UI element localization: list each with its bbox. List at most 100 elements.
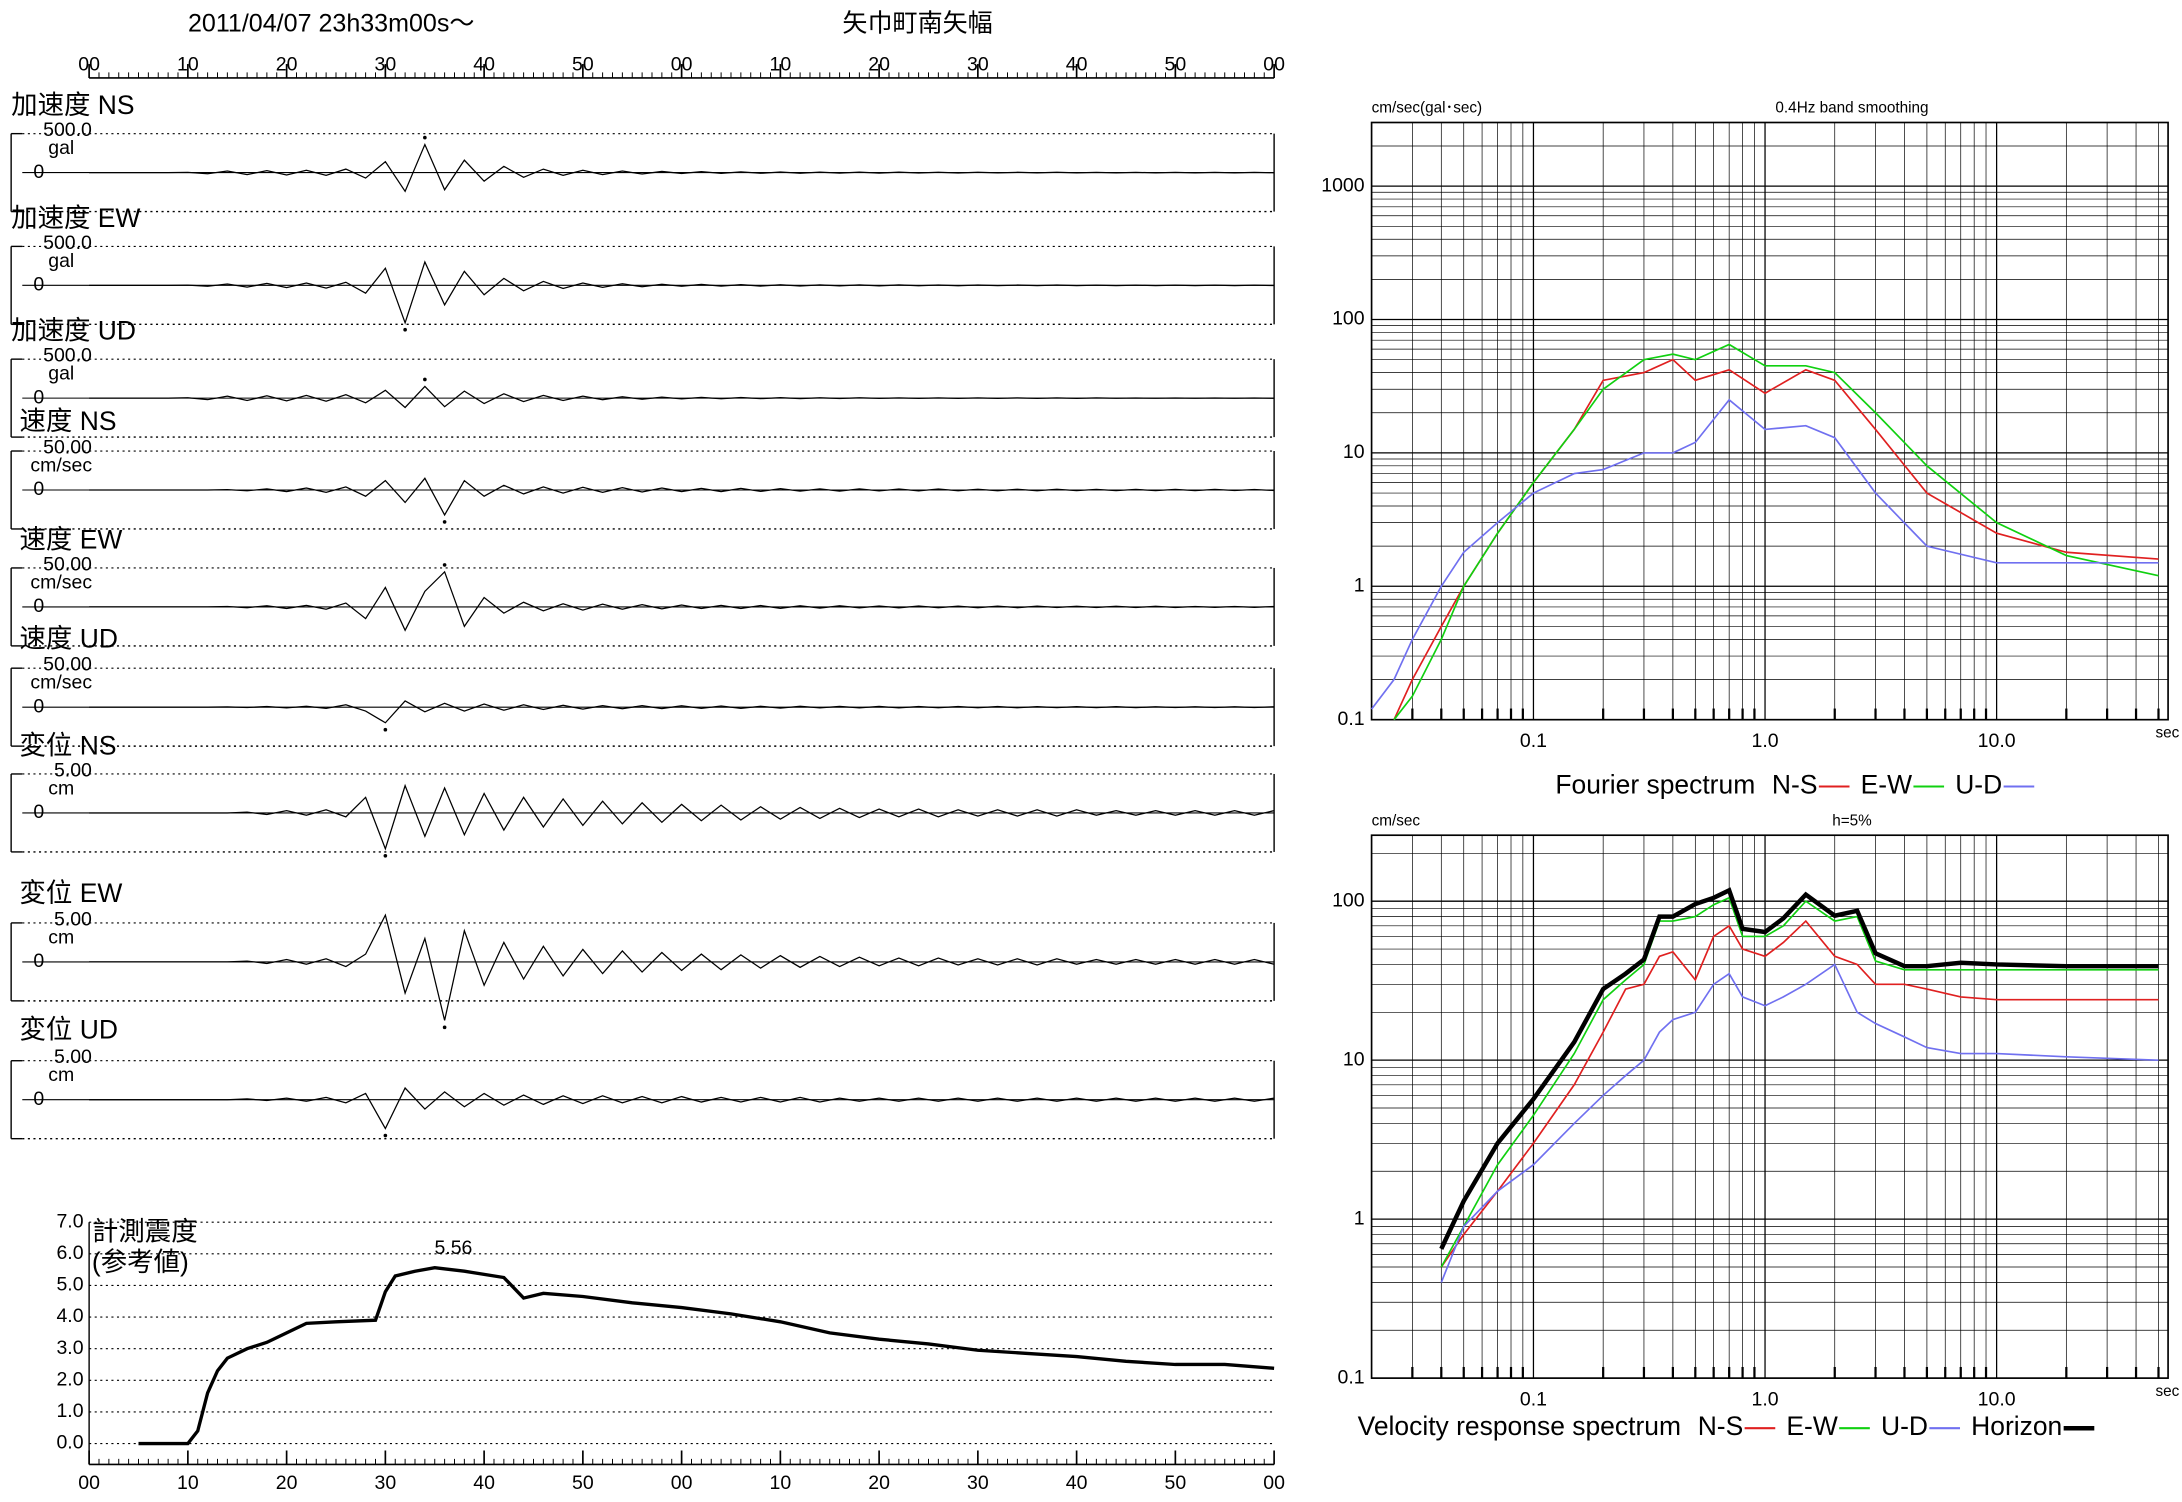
y-tick-label: 50.00 bbox=[43, 436, 92, 458]
waveform bbox=[89, 700, 1275, 724]
spectrum-line bbox=[1439, 887, 2159, 1250]
y-tick-label: 6.0 bbox=[56, 1242, 83, 1264]
y-tick-label: 5.00 bbox=[54, 759, 92, 781]
y-tick-label: 500.0 bbox=[43, 119, 92, 141]
y-tick-label: 50.00 bbox=[43, 553, 92, 575]
spectrum-line bbox=[1393, 343, 2159, 721]
x-tick-label: 20 bbox=[276, 54, 298, 76]
y-tick-label: 100 bbox=[1332, 308, 1365, 330]
y-tick-label: 0 bbox=[33, 595, 44, 617]
legend-label: E-W bbox=[1861, 769, 1912, 799]
x-tick-label: 00 bbox=[78, 1472, 100, 1494]
y-tick-label: 0 bbox=[33, 695, 44, 717]
spectrum-line bbox=[1440, 963, 2159, 1283]
y-tick-label: 0 bbox=[33, 950, 44, 972]
legend-label: E-W bbox=[1786, 1411, 1837, 1441]
waveform bbox=[89, 477, 1275, 517]
x-tick-label: 30 bbox=[967, 1472, 989, 1494]
peak-dot bbox=[383, 1133, 388, 1138]
y-tick-label: 0 bbox=[33, 274, 44, 296]
x-tick-label: 00 bbox=[1263, 54, 1285, 76]
y-tick-label: 100 bbox=[1332, 889, 1365, 911]
x-tick-label: 30 bbox=[967, 54, 989, 76]
peak-dot bbox=[442, 563, 447, 567]
legend-label: U-D bbox=[1881, 1411, 1928, 1441]
unit-label: cm bbox=[48, 777, 74, 799]
chart-title: 計測震度 bbox=[92, 1216, 198, 1246]
x-tick-label: 50 bbox=[572, 54, 594, 76]
peak-dot bbox=[423, 377, 427, 382]
peak-dot bbox=[383, 727, 388, 732]
y-tick-label: 4.0 bbox=[56, 1305, 83, 1327]
x-tick-label: 50 bbox=[1165, 54, 1187, 76]
panel-title: 変位 UD bbox=[19, 1014, 117, 1044]
y-tick-label: 0.1 bbox=[1338, 1366, 1365, 1388]
waveform bbox=[89, 260, 1275, 325]
panel-title: 速度 EW bbox=[19, 524, 122, 554]
x-tick-label: 40 bbox=[1066, 54, 1088, 76]
x-tick-label: 40 bbox=[1066, 1472, 1088, 1494]
y-tick-label: 500.0 bbox=[43, 232, 92, 254]
x-tick-label: 10.0 bbox=[1978, 1389, 2016, 1411]
unit-label: gal bbox=[48, 137, 74, 159]
unit-label: gal bbox=[48, 363, 74, 385]
panel-title: 変位 NS bbox=[19, 731, 116, 761]
waveform bbox=[89, 1086, 1275, 1130]
x-tick-label: 50 bbox=[1165, 1472, 1187, 1494]
spectrum-line bbox=[1440, 919, 2159, 1268]
annotation: 5.56 bbox=[434, 1237, 472, 1259]
x-tick-label: 40 bbox=[473, 1472, 495, 1494]
x-tick-label: 0.1 bbox=[1520, 1389, 1547, 1411]
legend-label: U-D bbox=[1955, 769, 2002, 799]
panel-title: 加速度 EW bbox=[11, 203, 140, 233]
peak-dot bbox=[442, 1025, 447, 1030]
y-tick-label: 1000 bbox=[1321, 174, 1365, 196]
y-tick-label: 50.00 bbox=[43, 654, 92, 676]
y-tick-label: 3.0 bbox=[56, 1337, 83, 1359]
y-tick-label: 7.0 bbox=[56, 1210, 83, 1232]
x-tick-label: 10 bbox=[177, 1472, 199, 1494]
legend-label: Horizon bbox=[1971, 1411, 2062, 1441]
unit-label: cm/sec bbox=[30, 672, 92, 694]
x-tick-label: 20 bbox=[868, 54, 890, 76]
peak-dot bbox=[383, 853, 388, 858]
y-tick-label: 5.0 bbox=[56, 1274, 83, 1296]
plot-frame bbox=[1370, 834, 2169, 1379]
waveform bbox=[89, 913, 1275, 1021]
y-axis-label: cm/sec bbox=[1372, 812, 1421, 829]
panel-title: 速度 UD bbox=[19, 623, 117, 653]
legend-label: N-S bbox=[1698, 1411, 1744, 1441]
x-tick-label: 1.0 bbox=[1751, 730, 1778, 752]
y-tick-label: 0 bbox=[33, 161, 44, 183]
y-tick-label: 1 bbox=[1354, 1207, 1365, 1229]
y-tick-label: 0.1 bbox=[1338, 708, 1365, 730]
y-axis-label: cm/sec(gal･sec) bbox=[1372, 100, 1483, 117]
spectrum-line bbox=[1370, 398, 2159, 710]
spectrum-line bbox=[1393, 358, 2159, 721]
x-tick-label: 0.1 bbox=[1520, 730, 1547, 752]
y-tick-label: 10 bbox=[1343, 441, 1365, 463]
x-tick-label: 10 bbox=[770, 1472, 792, 1494]
unit-label: cm/sec bbox=[30, 454, 92, 476]
y-tick-label: 0 bbox=[33, 1088, 44, 1110]
legend-label: N-S bbox=[1772, 769, 1818, 799]
x-tick-label: 10 bbox=[770, 54, 792, 76]
peak-dot bbox=[423, 135, 427, 140]
intensity-line bbox=[138, 1266, 1275, 1446]
x-tick-label: 00 bbox=[1263, 1472, 1285, 1494]
y-tick-label: 1.0 bbox=[56, 1400, 83, 1422]
record-datetime: 2011/04/07 23h33m00s〜 bbox=[188, 10, 474, 38]
y-tick-label: 0 bbox=[33, 801, 44, 823]
spectrum-line bbox=[1440, 896, 2159, 1268]
waveform bbox=[89, 385, 1275, 409]
x-tick-label: 30 bbox=[375, 1472, 397, 1494]
y-tick-label: 10 bbox=[1343, 1048, 1365, 1070]
x-tick-label: 50 bbox=[572, 1472, 594, 1494]
unit-label: cm bbox=[48, 926, 74, 948]
peak-dot bbox=[442, 520, 447, 524]
legend-title: Fourier spectrum bbox=[1555, 769, 1755, 799]
legend-title: Velocity response spectrum bbox=[1358, 1411, 1681, 1441]
waveform bbox=[89, 783, 1275, 851]
x-tick-label: 30 bbox=[375, 54, 397, 76]
